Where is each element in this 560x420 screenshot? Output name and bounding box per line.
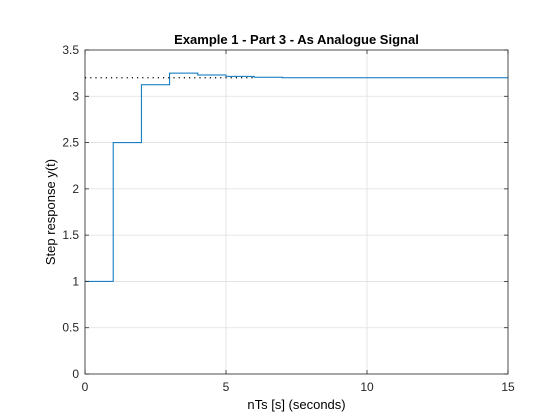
- y-tick-label: 0: [72, 367, 79, 381]
- y-tick-label: 0.5: [62, 321, 79, 335]
- plot-area: [85, 50, 508, 374]
- x-axis-label: nTs [s] (seconds): [247, 397, 345, 412]
- grid-lines: [84, 49, 509, 375]
- y-tick-label: 1.5: [62, 228, 79, 242]
- x-tick-label: 10: [360, 380, 374, 394]
- y-tick-label: 2.5: [62, 136, 79, 150]
- step-response-series: [85, 72, 508, 282]
- axis-ticks: 0 5 10 15 0 0.5 1 1.5 2 2.5 3 3.5: [62, 43, 515, 394]
- plot-frame: [84, 49, 509, 375]
- series-layer: [85, 72, 508, 282]
- chart-title: Example 1 - Part 3 - As Analogue Signal: [174, 32, 419, 47]
- y-axis-label: Step response y(t): [43, 159, 58, 265]
- x-tick-label: 0: [82, 380, 89, 394]
- y-tick-label: 1: [72, 274, 79, 288]
- x-tick-label: 15: [501, 380, 515, 394]
- y-tick-label: 2: [72, 182, 79, 196]
- x-tick-label: 5: [223, 380, 230, 394]
- y-tick-label: 3: [72, 89, 79, 103]
- y-tick-label: 3.5: [62, 43, 79, 57]
